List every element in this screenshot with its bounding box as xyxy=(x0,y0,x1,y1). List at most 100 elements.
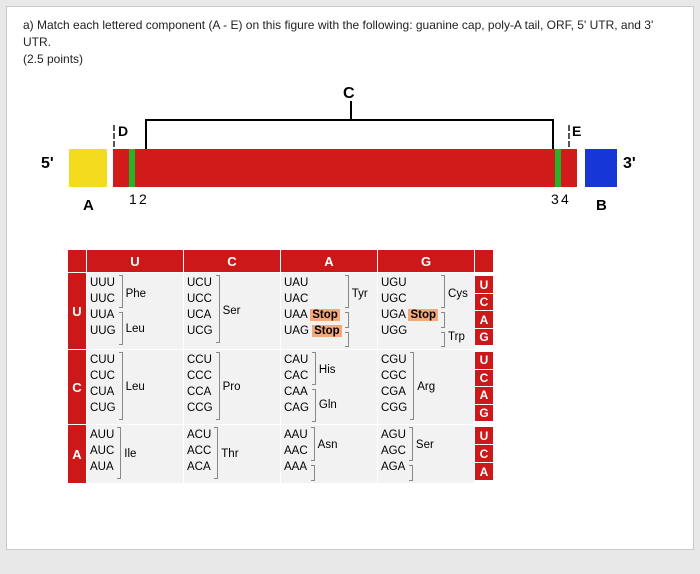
bracket-C xyxy=(145,119,554,151)
col-header: C xyxy=(184,250,281,273)
codon: UGA Stop xyxy=(381,307,438,323)
codon: UAU xyxy=(284,275,342,291)
question-line1: a) Match each lettered component (A - E)… xyxy=(23,18,653,49)
codon: UCC xyxy=(187,291,213,307)
codon: CAG xyxy=(284,400,309,416)
codon: CAU xyxy=(284,352,309,368)
codon-cell: CCUCCCCCACCGPro xyxy=(184,350,281,425)
label-D: D xyxy=(118,123,128,139)
codon: CGU xyxy=(381,352,407,368)
amino-acid: Trp xyxy=(448,329,468,347)
page: a) Match each lettered component (A - E)… xyxy=(6,6,694,550)
codon: CUA xyxy=(90,384,116,400)
codon-table: UCAGUUUUUUCUUAUUGPheLeuUCUUCCUCAUCGSerUA… xyxy=(67,249,494,484)
num-1: 1 xyxy=(129,191,137,207)
codon: UGC xyxy=(381,291,438,307)
amino-acid: Thr xyxy=(221,427,238,481)
right-label: U xyxy=(475,427,493,445)
codon: AGA xyxy=(381,459,406,475)
amino-acid: Gln xyxy=(319,387,337,422)
col-header: U xyxy=(87,250,184,273)
codon-cell: UGUUGCUGA StopUGGCysTrp xyxy=(378,273,475,350)
mrna-segment xyxy=(113,149,129,187)
right-label: A xyxy=(475,311,493,329)
amino-acid: Tyr xyxy=(352,276,368,311)
codon: AUA xyxy=(90,459,114,475)
col-header: A xyxy=(281,250,378,273)
codon: UAG Stop xyxy=(284,323,342,339)
row-header: U xyxy=(68,273,87,350)
codon: CAA xyxy=(284,384,309,400)
codon: UCG xyxy=(187,323,213,339)
amino-acid: Arg xyxy=(417,352,435,422)
codon: CAC xyxy=(284,368,309,384)
tick-E xyxy=(568,125,570,147)
mrna-segment xyxy=(561,149,577,187)
label-B: B xyxy=(596,197,607,214)
right-label: C xyxy=(475,294,493,312)
right-label: G xyxy=(475,405,493,423)
amino-acid: His xyxy=(319,352,337,387)
amino-acid: Cys xyxy=(448,276,468,311)
codon: AUC xyxy=(90,443,114,459)
codon: AGU xyxy=(381,427,406,443)
mrna-segment xyxy=(135,149,555,187)
amino-acid: Ser xyxy=(223,276,241,346)
codon-cell: CGUCGCCGACGG Arg xyxy=(378,350,475,425)
codon-cell: AUUAUCAUA Ile xyxy=(87,425,184,484)
right-label: U xyxy=(475,276,493,294)
codon: CGA xyxy=(381,384,407,400)
mrna-segment xyxy=(577,149,585,187)
right-label-col: UCA xyxy=(475,425,494,484)
codon: UUA xyxy=(90,307,116,323)
question-text: a) Match each lettered component (A - E)… xyxy=(23,17,677,67)
row-header: C xyxy=(68,350,87,425)
codon: CGC xyxy=(381,368,407,384)
right-label: A xyxy=(475,463,493,481)
codon: AUU xyxy=(90,427,114,443)
label-A: A xyxy=(83,197,94,214)
codon: AGC xyxy=(381,443,406,459)
codon: UAC xyxy=(284,291,342,307)
codon: CGG xyxy=(381,400,407,416)
mrna-segment xyxy=(585,149,617,187)
num-2: 2 xyxy=(139,191,147,207)
right-label: C xyxy=(475,445,493,463)
codon: CCA xyxy=(187,384,213,400)
tick-D xyxy=(113,125,115,147)
codon-cell: UCUUCCUCAUCGSer xyxy=(184,273,281,350)
amino-acid: Ile xyxy=(124,427,136,481)
amino-acid: Phe xyxy=(126,276,146,311)
amino-acid: Asn xyxy=(318,427,338,463)
codon-cell: UUUUUCUUAUUGPheLeu xyxy=(87,273,184,350)
codon-cell: CAUCACCAACAG HisGln xyxy=(281,350,378,425)
amino-acid: Pro xyxy=(223,352,241,422)
codon-cell: UAUUACUAA StopUAG Stop Tyr xyxy=(281,273,378,350)
right-label: U xyxy=(475,352,493,370)
right-label-col: UCAG xyxy=(475,350,494,425)
codon-cell: CUUCUCCUACUGLeu xyxy=(87,350,184,425)
label-3prime: 3' xyxy=(623,155,636,173)
mrna-strip xyxy=(69,149,617,187)
right-label: C xyxy=(475,370,493,388)
row-header: A xyxy=(68,425,87,484)
codon-cell: AGUAGCAGA Ser xyxy=(378,425,475,484)
codon: CUU xyxy=(90,352,116,368)
amino-acid: Ser xyxy=(416,427,434,463)
num-3: 3 xyxy=(551,191,559,207)
codon: UUG xyxy=(90,323,116,339)
num-4: 4 xyxy=(561,191,569,207)
codon: UAA Stop xyxy=(284,307,342,323)
codon: AAA xyxy=(284,459,308,475)
right-label: G xyxy=(475,329,493,347)
question-points: (2.5 points) xyxy=(23,52,83,66)
mrna-diagram: C D E 5' 3' A B 1 2 3 4 xyxy=(33,85,667,245)
label-5prime: 5' xyxy=(41,155,54,173)
codon-cell: AAUAACAAAAsn xyxy=(281,425,378,484)
codon: CUG xyxy=(90,400,116,416)
corner xyxy=(68,250,87,273)
codon: UCU xyxy=(187,275,213,291)
codon: CCC xyxy=(187,368,213,384)
right-label-col: UCAG xyxy=(475,273,494,350)
corner xyxy=(475,250,494,273)
